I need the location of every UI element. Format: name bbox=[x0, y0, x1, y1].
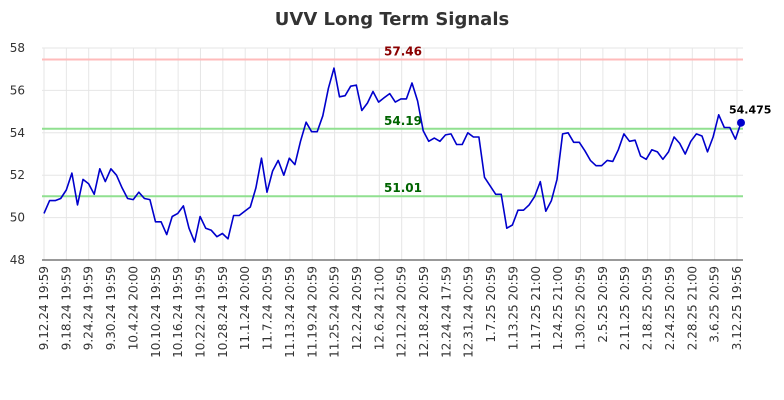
x-tick-label: 9.30.24 19:59 bbox=[104, 266, 118, 350]
x-tick-label: 12.12.24 20:59 bbox=[395, 266, 409, 358]
x-tick-label: 10.10.24 19:59 bbox=[149, 266, 163, 358]
x-axis: 9.12.24 19:59 9.18.24 19:59 9.24.24 19:59 9… bbox=[37, 259, 744, 358]
x-tick-label: 11.1.24 20:00 bbox=[238, 266, 252, 350]
reference-line-label: 54.19 bbox=[384, 114, 422, 128]
x-tick-label: 1.13.25 20:59 bbox=[506, 266, 520, 350]
y-axis: 48 50 52 54 56 58 bbox=[10, 41, 25, 267]
y-tick-label: 56 bbox=[10, 83, 25, 97]
x-tick-label: 9.12.24 19:59 bbox=[37, 266, 51, 350]
x-tick-label: 10.22.24 19:59 bbox=[193, 266, 207, 358]
x-tick-label: 3.12.25 19:56 bbox=[730, 266, 744, 350]
reference-line-label: 51.01 bbox=[384, 181, 422, 195]
x-tick-label: 11.13.24 20:59 bbox=[283, 266, 297, 358]
x-tick-label: 9.24.24 19:59 bbox=[82, 266, 96, 350]
x-tick-label: 2.28.25 21:00 bbox=[685, 266, 699, 350]
x-tick-label: 1.17.25 21:00 bbox=[529, 266, 543, 350]
x-tick-label: 12.6.24 21:00 bbox=[372, 266, 386, 350]
x-tick-label: 1.30.25 20:59 bbox=[574, 266, 588, 350]
x-tick-label: 11.7.24 20:59 bbox=[261, 266, 275, 350]
reference-lines: 57.46 54.19 51.01 bbox=[42, 44, 743, 198]
chart-title: UVV Long Term Signals bbox=[275, 9, 509, 30]
x-tick-label: 12.24.24 17:59 bbox=[439, 266, 453, 358]
y-tick-label: 48 bbox=[10, 253, 25, 267]
x-tick-label: 1.7.25 20:59 bbox=[484, 266, 498, 343]
x-tick-label: 10.28.24 19:59 bbox=[216, 266, 230, 358]
x-tick-label: 12.2.24 20:59 bbox=[350, 266, 364, 350]
x-tick-label: 2.11.25 20:59 bbox=[618, 266, 632, 350]
last-price-marker bbox=[737, 118, 745, 127]
x-tick-label: 2.5.25 20:59 bbox=[596, 266, 610, 343]
x-tick-label: 9.18.24 19:59 bbox=[59, 266, 73, 350]
x-tick-label: 1.24.25 21:00 bbox=[551, 266, 565, 350]
x-tick-label: 12.18.24 20:59 bbox=[417, 266, 431, 358]
price-series-line bbox=[43, 67, 742, 243]
x-tick-label: 11.19.24 20:59 bbox=[305, 266, 319, 358]
x-tick-label: 10.16.24 19:59 bbox=[171, 266, 185, 358]
last-price-label: 54.475 bbox=[729, 104, 771, 117]
x-tick-label: 10.4.24 20:00 bbox=[126, 266, 140, 350]
y-tick-label: 50 bbox=[10, 211, 25, 225]
reference-line-label: 57.46 bbox=[384, 44, 422, 58]
x-tick-label: 12.31.24 20:59 bbox=[462, 266, 476, 358]
x-tick-label: 2.24.25 20:59 bbox=[663, 266, 677, 350]
y-tick-label: 52 bbox=[10, 168, 25, 182]
x-tick-label: 11.25.24 20:59 bbox=[328, 266, 342, 358]
x-tick-label: 2.18.25 20:59 bbox=[641, 266, 655, 350]
x-tick-label: 3.6.25 20:59 bbox=[708, 266, 722, 343]
grid bbox=[42, 47, 743, 260]
series-layer: 54.475 bbox=[43, 67, 771, 243]
y-tick-label: 54 bbox=[10, 126, 25, 140]
y-tick-label: 58 bbox=[10, 41, 25, 55]
